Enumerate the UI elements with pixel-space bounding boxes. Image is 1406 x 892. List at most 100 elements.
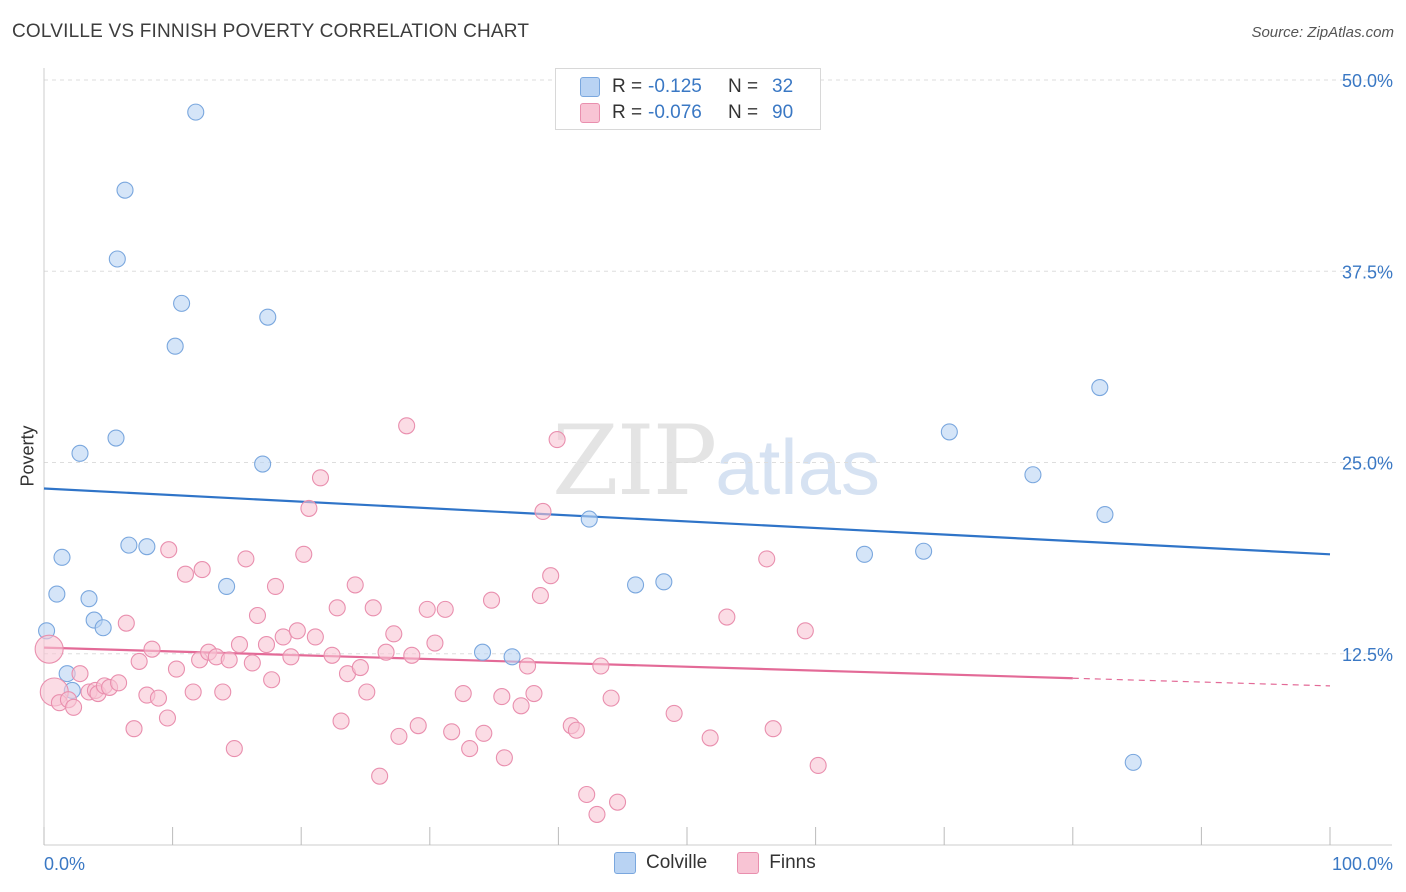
finns-point: [567, 721, 585, 739]
finns-point: [525, 684, 543, 703]
y-tick-label: 25.0%: [1342, 454, 1393, 474]
finns-point: [266, 577, 285, 595]
colville-point: [53, 548, 71, 566]
finns-point: [718, 608, 736, 626]
finns-point: [482, 591, 501, 609]
colville-point: [166, 337, 184, 355]
finns-point: [701, 729, 719, 747]
finns-point: [809, 756, 827, 774]
finns-point: [436, 600, 454, 618]
finns-point: [443, 723, 461, 741]
colville-point: [259, 308, 277, 326]
finns-point: [220, 651, 238, 669]
finns-point: [542, 567, 560, 585]
finns-point: [328, 599, 346, 617]
n-value: 90: [772, 102, 794, 123]
finns-point: [125, 720, 143, 738]
x-tick-label: 0.0%: [44, 854, 85, 874]
finns-point: [214, 683, 232, 701]
finns-point: [263, 671, 281, 689]
finns-point: [531, 587, 549, 605]
finns-point: [461, 740, 479, 758]
finns-point: [300, 499, 318, 517]
finns-point: [65, 698, 83, 716]
watermark-zip: ZIP: [552, 405, 717, 517]
colville-point: [655, 573, 673, 591]
legend-label: Colville: [646, 852, 708, 873]
finns-point: [149, 689, 168, 707]
finns-point: [346, 576, 364, 594]
finns-point: [426, 634, 444, 652]
finns-point: [311, 469, 330, 487]
colville-swatch: [614, 852, 636, 874]
finns-point: [493, 688, 511, 706]
finns-point: [257, 636, 276, 654]
grid-lines: [44, 79, 1392, 655]
finns-point: [385, 625, 403, 643]
finns-point: [34, 634, 64, 664]
finns-point: [371, 767, 389, 785]
legend-item-colville[interactable]: Colville: [614, 852, 707, 874]
finns-point: [295, 545, 313, 563]
colville-point: [580, 510, 598, 528]
finns-point: [184, 683, 202, 701]
finns-point: [306, 628, 324, 646]
r-value: -0.076: [648, 102, 702, 123]
legend-label: Finns: [769, 852, 816, 873]
colville-point: [94, 619, 112, 637]
finns-point: [158, 709, 177, 727]
finns-point: [548, 430, 566, 449]
colville-point: [503, 648, 521, 666]
finns-point: [403, 646, 421, 664]
legend-item-finns[interactable]: Finns: [737, 852, 816, 874]
colville-point: [116, 181, 134, 199]
finns-point: [230, 636, 249, 654]
n-value: 32: [772, 76, 794, 97]
colville-trend-line: [43, 487, 1331, 556]
finns-point: [193, 561, 211, 579]
finns-point: [323, 646, 341, 664]
y-axis-label: Poverty: [17, 425, 38, 487]
finns-point: [237, 550, 255, 568]
colville-point: [1096, 505, 1114, 524]
colville-point: [120, 536, 138, 554]
legend-row-colville: R = -0.125 N = 32: [556, 74, 793, 100]
colville-point: [1124, 753, 1142, 771]
colville-point: [915, 542, 933, 560]
tick-labels: 12.5% 25.0% 37.5% 50.0% 0.0% 100.0%: [44, 71, 1393, 874]
colville-point: [1024, 466, 1042, 484]
finns-point: [117, 614, 135, 632]
colville-point: [173, 294, 191, 312]
colville-point: [855, 545, 874, 563]
finns-point: [351, 658, 369, 677]
finns-swatch: [580, 103, 600, 123]
finns-point: [518, 657, 537, 675]
y-tick-label: 37.5%: [1342, 262, 1393, 282]
finns-point: [534, 502, 552, 521]
finns-point: [377, 643, 395, 661]
axes: [43, 68, 1392, 846]
legend-row-finns: R = -0.076 N = 90: [556, 100, 793, 126]
colville-point: [48, 585, 66, 603]
colville-point: [80, 590, 98, 608]
finns-point: [475, 724, 493, 742]
colville-point: [218, 577, 236, 595]
colville-point: [1091, 378, 1109, 397]
colville-point: [627, 576, 645, 594]
finns-point: [358, 683, 376, 701]
finns-point: [167, 660, 186, 678]
colville-point: [254, 455, 272, 473]
finns-point: [495, 749, 513, 767]
finns-point: [578, 785, 596, 804]
finns-point: [110, 674, 128, 692]
finns-point: [332, 712, 350, 730]
finns-point: [602, 689, 620, 707]
finns-point: [274, 628, 292, 646]
finns-point: [758, 550, 776, 568]
finns-point: [390, 727, 408, 745]
finns-point: [409, 717, 427, 735]
y-tick-label: 12.5%: [1342, 645, 1393, 665]
colville-swatch: [580, 77, 600, 97]
finns-point: [130, 652, 148, 670]
finns-point: [71, 665, 89, 683]
